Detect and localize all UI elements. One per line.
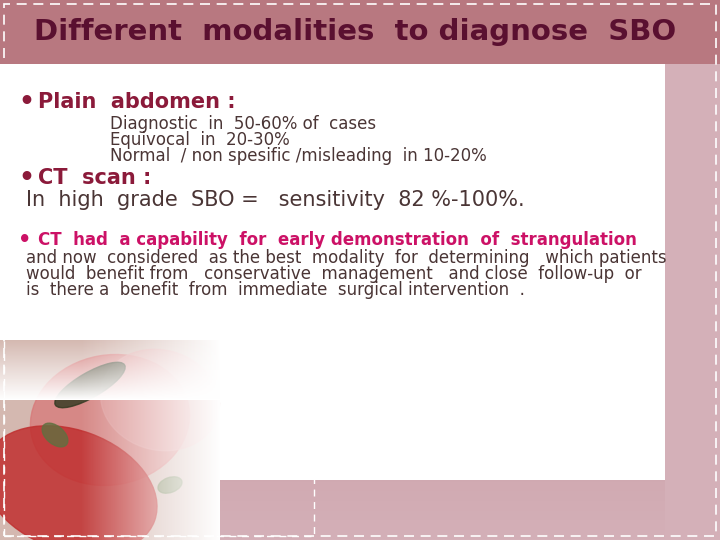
Bar (0, 340, 220, 540)
Text: Diagnostic  in  50-60% of  cases: Diagnostic in 50-60% of cases (110, 115, 376, 133)
Text: •: • (18, 230, 32, 250)
Ellipse shape (158, 477, 182, 493)
Ellipse shape (101, 349, 220, 451)
Bar (0, 0, 720, 64)
Text: Plain  abdomen :: Plain abdomen : (38, 92, 235, 112)
Ellipse shape (30, 354, 189, 485)
Bar (665, 64, 720, 540)
Text: would  benefit from   conservative  management   and close  follow-up  or: would benefit from conservative manageme… (26, 265, 642, 283)
Text: In  high  grade  SBO =   sensitivity  82 %-100%.: In high grade SBO = sensitivity 82 %-100… (26, 190, 525, 210)
Bar (4, 336, 314, 536)
Text: Equivocal  in  20-30%: Equivocal in 20-30% (110, 131, 289, 149)
Text: Different  modalities  to diagnose  SBO: Different modalities to diagnose SBO (34, 18, 676, 46)
Text: Normal  / non spesific /misleading  in 10-20%: Normal / non spesific /misleading in 10-… (110, 147, 487, 165)
Text: and now  considered  as the best  modality  for  determining   which patients: and now considered as the best modality … (26, 249, 667, 267)
Ellipse shape (0, 426, 157, 540)
Text: CT  had  a capability  for  early demonstration  of  strangulation: CT had a capability for early demonstrat… (38, 231, 637, 249)
Ellipse shape (42, 423, 68, 447)
Bar (0, 64, 665, 480)
Ellipse shape (55, 362, 125, 408)
Text: is  there a  benefit  from  immediate  surgical intervention  .: is there a benefit from immediate surgic… (26, 281, 525, 299)
Text: CT  scan :: CT scan : (38, 168, 151, 188)
Text: •: • (18, 90, 34, 114)
Text: •: • (18, 166, 34, 190)
